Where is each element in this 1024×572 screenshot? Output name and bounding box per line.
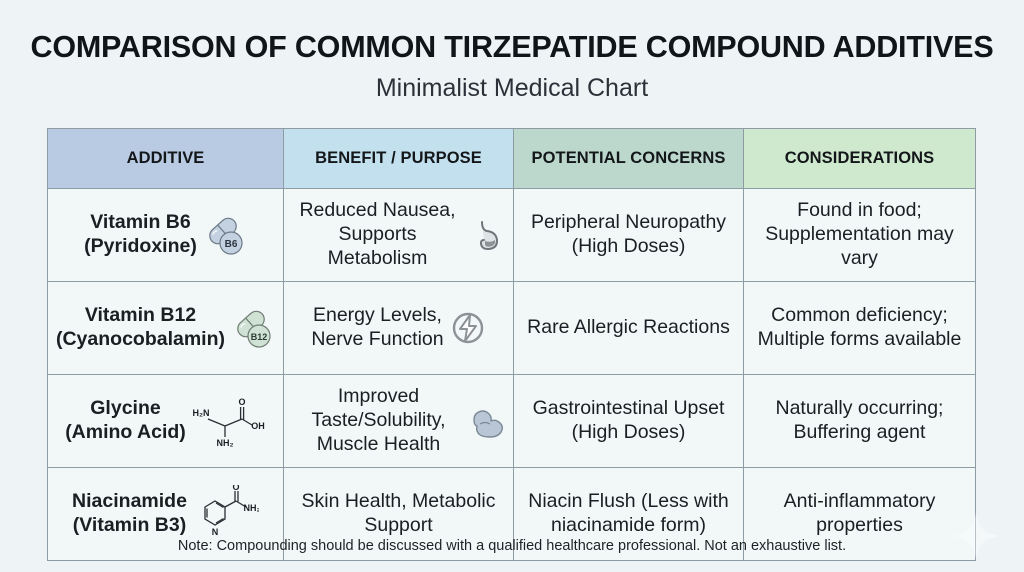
concern-line-2: (High Doses) [571, 235, 686, 257]
benefit-line-2: Nerve Function [311, 328, 444, 350]
additive-subname: (Amino Acid) [65, 421, 186, 443]
consideration-line-2: Supplementation may [765, 223, 954, 246]
benefit-line-2: Support [364, 514, 433, 536]
concern-line-1: Peripheral Neuropathy [530, 211, 727, 234]
page-subtitle: Minimalist Medical Chart [375, 74, 649, 102]
additive-subname: (Vitamin B3) [72, 514, 187, 536]
pill-capsule-b6-icon: B6 [203, 213, 247, 257]
consideration-line-1: Anti-inflammatory [783, 490, 936, 513]
additive-name: Glycine [90, 397, 161, 420]
comparison-table: ADDITIVE BENEFIT / PURPOSE POTENTIAL CON… [47, 128, 976, 561]
pill-label: B6 [224, 239, 237, 250]
concern-line-2: (High Doses) [571, 421, 686, 443]
concern-line-1: Gastrointestinal Upset [532, 397, 725, 420]
cell-benefit-b6: Reduced Nausea, Supports Metabolism [283, 188, 514, 282]
consideration-line-2: properties [816, 514, 903, 536]
cell-consideration-b12: Common deficiency; Multiple forms availa… [743, 281, 976, 375]
column-header-considerations: CONSIDERATIONS [743, 128, 976, 189]
molecule-label-o: O [238, 397, 245, 407]
additive-subname: (Pyridoxine) [84, 235, 197, 257]
benefit-line-1: Energy Levels, [312, 304, 442, 327]
stomach-icon [469, 217, 505, 253]
column-header-benefit: BENEFIT / PURPOSE [283, 128, 514, 189]
footer-note: Note: Compounding should be discussed wi… [177, 538, 847, 554]
table-row: Vitamin B6 (Pyridoxine) [47, 188, 976, 282]
flexed-bicep-icon [471, 404, 505, 438]
benefit-line-1: Skin Health, Metabolic [301, 490, 496, 513]
concern-line-1: Rare Allergic Reactions [527, 316, 730, 339]
cell-additive-b12: Vitamin B12 (Cyanocobalamin) [47, 281, 284, 375]
additive-name: Vitamin B12 [84, 304, 197, 327]
cell-concern-niacinamide: Niacin Flush (Less with niacinamide form… [513, 467, 744, 561]
molecule-label-o: O [232, 485, 239, 492]
cell-concern-glycine: Gastrointestinal Upset (High Doses) [513, 374, 744, 468]
cell-additive-b6: Vitamin B6 (Pyridoxine) [47, 188, 284, 282]
niacinamide-molecule-icon: O NH₂ N [193, 485, 259, 543]
table-header-row: ADDITIVE BENEFIT / PURPOSE POTENTIAL CON… [47, 128, 976, 189]
consideration-line-1: Found in food; [797, 199, 922, 222]
benefit-line-1: Reduced Nausea, [299, 199, 456, 222]
consideration-line-2: Buffering agent [793, 421, 926, 443]
molecule-label-nh2: NH₂ [243, 503, 259, 513]
cell-consideration-niacinamide: Anti-inflammatory properties [743, 467, 976, 561]
glycine-molecule-icon: H₂N O OH NH₂ [192, 395, 266, 447]
table-row: Niacinamide (Vitamin B3) [47, 467, 976, 561]
concern-line-1: Niacin Flush (Less with [528, 490, 729, 513]
column-header-concerns: POTENTIAL CONCERNS [513, 128, 744, 189]
cell-additive-glycine: Glycine (Amino Acid) [47, 374, 284, 468]
consideration-line-2: Multiple forms available [757, 328, 962, 350]
molecule-label-n: N [212, 527, 219, 537]
cell-benefit-niacinamide: Skin Health, Metabolic Support [283, 467, 514, 561]
table-row: Glycine (Amino Acid) [47, 374, 976, 468]
additive-name: Niacinamide [72, 490, 187, 513]
cell-concern-b12: Rare Allergic Reactions [513, 281, 744, 375]
cell-consideration-b6: Found in food; Supplementation may vary [743, 188, 976, 282]
column-header-additive: ADDITIVE [47, 128, 284, 189]
lightning-bolt-icon [450, 310, 486, 346]
pill-capsule-b12-icon: B12 [231, 306, 275, 350]
benefit-line-2: Supports Metabolism [327, 223, 428, 269]
cell-benefit-b12: Energy Levels, Nerve Function [283, 281, 514, 375]
additive-subname: (Cyanocobalamin) [55, 328, 226, 350]
pill-label: B12 [251, 332, 268, 342]
cell-consideration-glycine: Naturally occurring; Buffering agent [743, 374, 976, 468]
page-title: COMPARISON OF COMMON TIRZEPATIDE COMPOUN… [30, 30, 994, 64]
concern-line-2: niacinamide form) [551, 514, 706, 536]
molecule-label-oh: OH [251, 421, 265, 431]
cell-additive-niacinamide: Niacinamide (Vitamin B3) [47, 467, 284, 561]
additive-name: Vitamin B6 [90, 211, 191, 234]
molecule-label-h2n: H₂N [192, 408, 209, 418]
consideration-line-1: Naturally occurring; [775, 397, 944, 420]
cell-concern-b6: Peripheral Neuropathy (High Doses) [513, 188, 744, 282]
benefit-line-1: Improved Taste/Solubility, [311, 385, 446, 432]
molecule-label-nh2: NH₂ [216, 438, 233, 447]
benefit-line-2: Muscle Health [316, 432, 441, 455]
cell-benefit-glycine: Improved Taste/Solubility, Muscle Health [283, 374, 514, 468]
table-row: Vitamin B12 (Cyanocobalamin) [47, 281, 976, 375]
consideration-line-3: vary [841, 246, 878, 269]
consideration-line-1: Common deficiency; [771, 304, 948, 327]
